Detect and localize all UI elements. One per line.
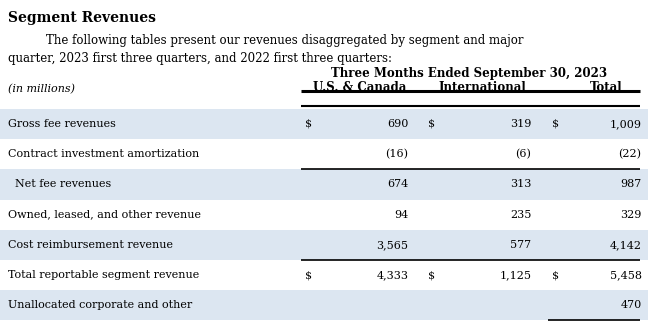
Text: Three Months Ended September 30, 2023: Three Months Ended September 30, 2023 <box>331 67 607 80</box>
Text: 313: 313 <box>510 179 531 189</box>
Text: (6): (6) <box>516 149 531 159</box>
Text: International: International <box>439 81 527 94</box>
Text: 987: 987 <box>620 179 642 189</box>
Bar <box>0 109 648 139</box>
Text: 470: 470 <box>620 300 642 310</box>
Text: 577: 577 <box>510 240 531 250</box>
Text: 3,565: 3,565 <box>376 240 408 250</box>
Text: Gross fee revenues: Gross fee revenues <box>8 119 115 129</box>
Bar <box>0 230 648 260</box>
Text: 235: 235 <box>510 210 531 220</box>
Text: (in millions): (in millions) <box>8 84 75 94</box>
Text: Total reportable segment revenue: Total reportable segment revenue <box>8 270 199 280</box>
Text: 4,333: 4,333 <box>376 270 408 280</box>
Text: U.S. & Canada: U.S. & Canada <box>313 81 406 94</box>
Text: $: $ <box>305 119 312 129</box>
Bar <box>0 169 648 200</box>
Text: 4,142: 4,142 <box>610 240 642 250</box>
Text: Contract investment amortization: Contract investment amortization <box>8 149 199 159</box>
Text: Segment Revenues: Segment Revenues <box>8 11 156 25</box>
Text: $: $ <box>428 270 435 280</box>
Text: $: $ <box>428 119 435 129</box>
Text: The following tables present our revenues disaggregated by segment and major: The following tables present our revenue… <box>31 34 524 47</box>
Bar <box>0 290 648 320</box>
Text: 1,125: 1,125 <box>500 270 531 280</box>
Text: $: $ <box>551 119 559 129</box>
Text: 319: 319 <box>510 119 531 129</box>
Text: $: $ <box>551 270 559 280</box>
Text: 1,009: 1,009 <box>610 119 642 129</box>
Text: (16): (16) <box>386 149 408 159</box>
Text: 329: 329 <box>620 210 642 220</box>
Text: 94: 94 <box>394 210 408 220</box>
Text: quarter, 2023 first three quarters, and 2022 first three quarters:: quarter, 2023 first three quarters, and … <box>8 52 392 65</box>
Text: 690: 690 <box>387 119 408 129</box>
Text: (22): (22) <box>619 149 642 159</box>
Text: 5,458: 5,458 <box>610 270 642 280</box>
Text: Cost reimbursement revenue: Cost reimbursement revenue <box>8 240 173 250</box>
Text: Total: Total <box>590 81 622 94</box>
Text: $: $ <box>305 270 312 280</box>
Text: Unallocated corporate and other: Unallocated corporate and other <box>8 300 192 310</box>
Text: 674: 674 <box>387 179 408 189</box>
Text: Owned, leased, and other revenue: Owned, leased, and other revenue <box>8 210 201 220</box>
Text: Net fee revenues: Net fee revenues <box>8 179 111 189</box>
